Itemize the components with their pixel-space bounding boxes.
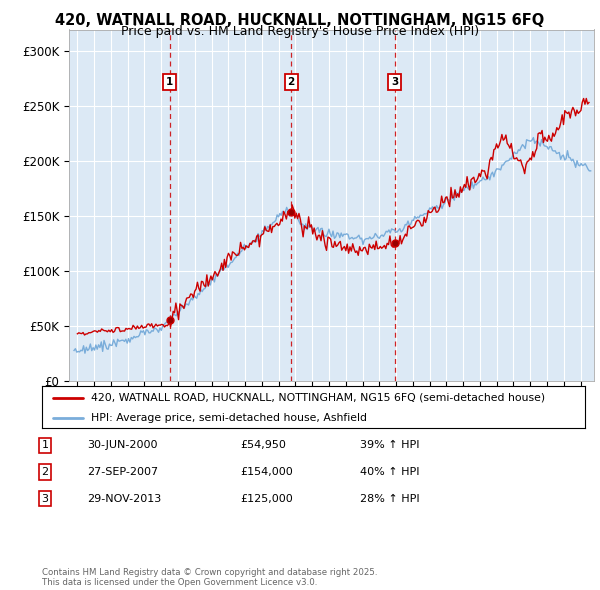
Text: 30-JUN-2000: 30-JUN-2000 (87, 441, 157, 450)
Text: £154,000: £154,000 (240, 467, 293, 477)
Text: 420, WATNALL ROAD, HUCKNALL, NOTTINGHAM, NG15 6FQ: 420, WATNALL ROAD, HUCKNALL, NOTTINGHAM,… (55, 13, 545, 28)
Text: Price paid vs. HM Land Registry's House Price Index (HPI): Price paid vs. HM Land Registry's House … (121, 25, 479, 38)
Text: 29-NOV-2013: 29-NOV-2013 (87, 494, 161, 503)
Text: 28% ↑ HPI: 28% ↑ HPI (360, 494, 419, 503)
Text: HPI: Average price, semi-detached house, Ashfield: HPI: Average price, semi-detached house,… (91, 413, 367, 422)
Text: 3: 3 (41, 494, 49, 503)
Text: 1: 1 (41, 441, 49, 450)
Text: 27-SEP-2007: 27-SEP-2007 (87, 467, 158, 477)
Text: 1: 1 (166, 77, 173, 87)
Text: 40% ↑ HPI: 40% ↑ HPI (360, 467, 419, 477)
Text: 420, WATNALL ROAD, HUCKNALL, NOTTINGHAM, NG15 6FQ (semi-detached house): 420, WATNALL ROAD, HUCKNALL, NOTTINGHAM,… (91, 393, 545, 403)
Text: 3: 3 (391, 77, 398, 87)
Text: 2: 2 (41, 467, 49, 477)
Text: £54,950: £54,950 (240, 441, 286, 450)
Text: £125,000: £125,000 (240, 494, 293, 503)
Text: 2: 2 (287, 77, 295, 87)
Text: Contains HM Land Registry data © Crown copyright and database right 2025.
This d: Contains HM Land Registry data © Crown c… (42, 568, 377, 587)
Text: 39% ↑ HPI: 39% ↑ HPI (360, 441, 419, 450)
